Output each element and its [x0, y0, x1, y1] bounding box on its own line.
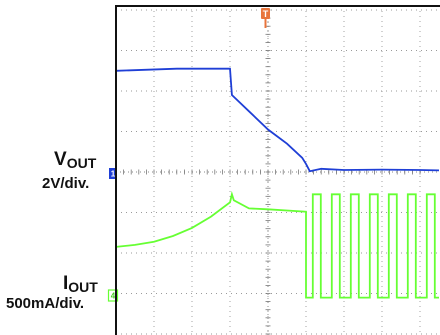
trigger-marker-text: T — [263, 9, 269, 19]
iout-label-sub: OUT — [68, 279, 98, 295]
vout-label-sub: OUT — [66, 155, 97, 171]
trace-vout — [115, 67, 440, 173]
iout-label-main: I — [63, 273, 69, 294]
trigger-marker-stem — [264, 19, 267, 28]
trigger-marker: T — [261, 8, 270, 28]
vout-scale: 2V/div. — [42, 175, 90, 192]
channel-1-marker-text: 1 — [111, 170, 116, 179]
channel-1-marker: 1 — [109, 168, 117, 179]
iout-label: IOUT — [63, 274, 98, 294]
channel-1-marker-box — [109, 168, 117, 179]
trigger-marker-box — [261, 8, 270, 19]
channel-4-marker-text: 4 — [111, 292, 116, 301]
graticule — [115, 6, 440, 335]
vout-label-main: V — [54, 149, 67, 170]
iout-scale: 500mA/div. — [6, 295, 85, 312]
plot-frame — [115, 5, 440, 335]
channel-4-marker: 4 — [107, 289, 119, 302]
vout-label: VOUT — [54, 150, 96, 170]
channel-4-marker-box — [107, 289, 119, 302]
trace-iout — [115, 190, 439, 299]
